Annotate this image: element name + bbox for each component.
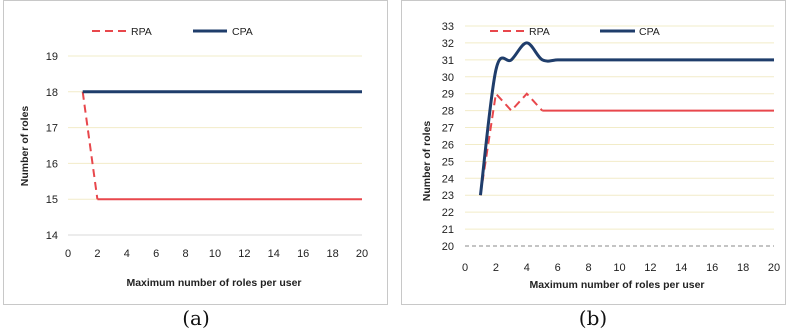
x-tick-label: 14 bbox=[675, 262, 687, 274]
y-tick-label: 26 bbox=[442, 139, 454, 151]
x-tick-label: 12 bbox=[644, 262, 656, 274]
x-tick-label: 14 bbox=[268, 248, 280, 260]
series-line-rpa-dashed bbox=[81, 91, 99, 200]
y-axis-title: Number of roles bbox=[421, 121, 433, 202]
x-tick-label: 6 bbox=[555, 262, 561, 274]
x-axis-title: Maximum number of roles per user bbox=[126, 277, 301, 289]
y-tick-label: 23 bbox=[442, 190, 454, 202]
y-tick-label: 18 bbox=[46, 87, 58, 99]
x-tick-label: 20 bbox=[356, 248, 368, 260]
legend-label-rpa: RPA bbox=[131, 26, 152, 38]
y-tick-label: 16 bbox=[46, 158, 58, 170]
x-tick-label: 16 bbox=[297, 248, 309, 260]
y-tick-label: 17 bbox=[46, 123, 58, 135]
x-tick-label: 4 bbox=[124, 248, 130, 260]
chart-panel-b: 20 21 22 23 24 25 26 27 28 29 30 31 32 33 0 2 4 6 8 10 12 14 1… bbox=[401, 0, 786, 305]
y-axis-title: Number of roles bbox=[19, 106, 31, 187]
x-tick-label: 0 bbox=[462, 262, 468, 274]
x-tick-label: 0 bbox=[65, 248, 71, 260]
y-tick-label: 30 bbox=[442, 72, 454, 84]
caption-a: (a) bbox=[182, 306, 210, 330]
x-tick-label: 8 bbox=[586, 262, 592, 274]
x-tick-label: 4 bbox=[524, 262, 530, 274]
y-tick-label: 29 bbox=[442, 89, 454, 101]
x-tick-label: 18 bbox=[326, 248, 338, 260]
x-tick-label: 12 bbox=[238, 248, 250, 260]
y-tick-label: 20 bbox=[442, 241, 454, 253]
y-tick-label: 33 bbox=[442, 21, 454, 33]
chart-panel-a: 14 15 16 17 18 19 0 2 4 6 8 10 12 14 16 18 20 Maximum num… bbox=[3, 0, 388, 305]
x-tick-label: 2 bbox=[94, 248, 100, 260]
x-tick-label: 10 bbox=[613, 262, 625, 274]
y-tick-label: 21 bbox=[442, 224, 454, 236]
legend-label-cpa: CPA bbox=[639, 26, 660, 38]
x-tick-label: 6 bbox=[153, 248, 159, 260]
y-tick-label: 24 bbox=[442, 173, 454, 185]
x-tick-label: 10 bbox=[209, 248, 221, 260]
y-tick-label: 31 bbox=[442, 55, 454, 67]
legend-label-cpa: CPA bbox=[232, 26, 253, 38]
y-tick-label: 27 bbox=[442, 123, 454, 135]
series-line-cpa bbox=[478, 41, 774, 196]
x-tick-label: 2 bbox=[493, 262, 499, 274]
y-tick-label: 22 bbox=[442, 207, 454, 219]
x-axis-title: Maximum number of roles per user bbox=[529, 279, 704, 291]
y-tick-label: 25 bbox=[442, 156, 454, 168]
chart-a-svg: 14 15 16 17 18 19 0 2 4 6 8 10 12 14 16 18 20 Maximum num… bbox=[19, 26, 368, 289]
x-tick-label: 16 bbox=[706, 262, 718, 274]
y-tick-label: 15 bbox=[46, 194, 58, 206]
y-tick-label: 28 bbox=[442, 106, 454, 118]
caption-b: (b) bbox=[578, 306, 608, 330]
x-tick-label: 8 bbox=[183, 248, 189, 260]
x-tick-label: 18 bbox=[737, 262, 749, 274]
y-tick-label: 14 bbox=[46, 230, 58, 242]
x-tick-label: 20 bbox=[768, 262, 780, 274]
y-tick-label: 32 bbox=[442, 38, 454, 50]
legend-label-rpa: RPA bbox=[529, 26, 550, 38]
y-tick-label: 19 bbox=[46, 51, 58, 63]
series-line-rpa-dashed bbox=[479, 91, 543, 196]
